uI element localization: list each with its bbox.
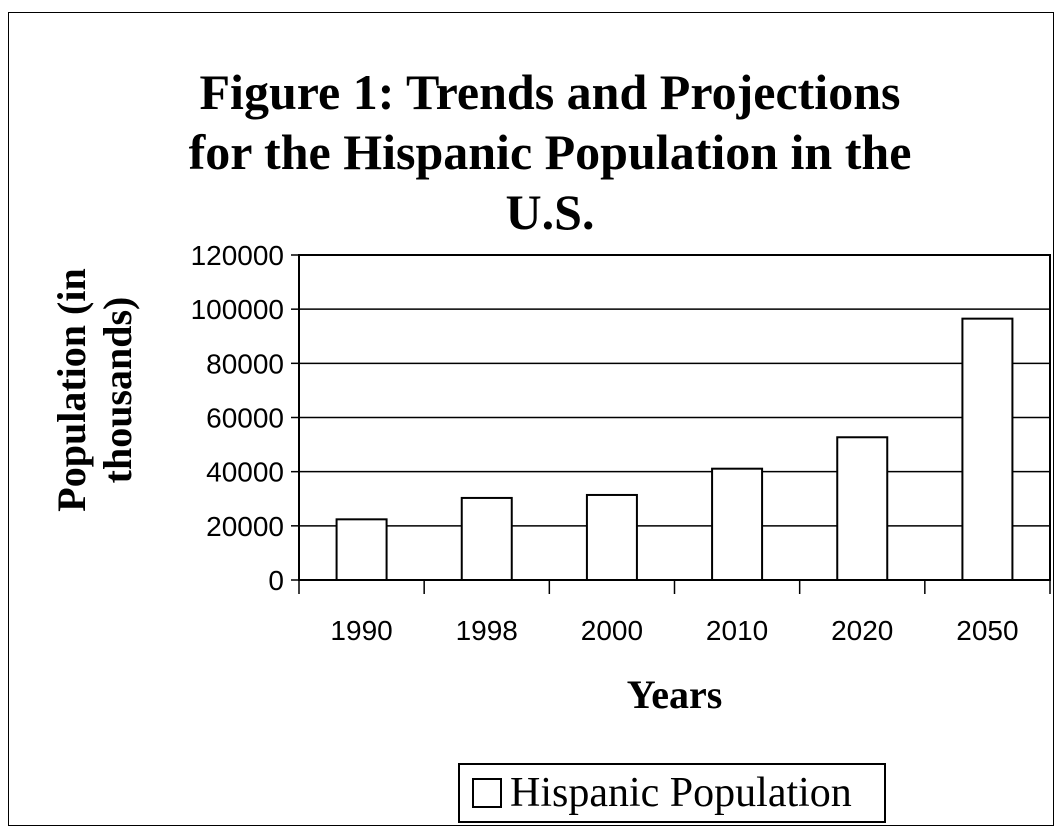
chart-title: Figure 1: Trends and Projections for the… xyxy=(0,62,1064,242)
legend-swatch xyxy=(472,778,502,808)
bar xyxy=(711,467,764,581)
y-tick-label: 40000 xyxy=(206,457,284,488)
y-tick-label: 60000 xyxy=(206,403,284,434)
chart-title-line: for the Hispanic Population in the xyxy=(188,124,912,180)
y-tick-label: 20000 xyxy=(206,511,284,542)
x-tick-label: 2020 xyxy=(831,615,893,646)
y-axis-title-line: thousands) xyxy=(95,297,140,484)
chart-title-line: U.S. xyxy=(505,184,595,240)
y-tick-label: 0 xyxy=(268,565,284,596)
x-tick-label: 1998 xyxy=(456,615,518,646)
bar xyxy=(585,493,638,582)
chart-frame xyxy=(8,12,1054,826)
x-axis-title: Years xyxy=(627,672,723,717)
x-tick-label: 1990 xyxy=(330,615,392,646)
legend-label: Hispanic Population xyxy=(510,770,852,816)
chart-title-line: Figure 1: Trends and Projections xyxy=(199,64,901,120)
x-tick-label: 2050 xyxy=(956,615,1018,646)
x-tick-label: 2000 xyxy=(581,615,643,646)
bar xyxy=(335,518,388,581)
bar xyxy=(836,436,889,582)
y-tick-label: 80000 xyxy=(206,348,284,379)
legend: Hispanic Population xyxy=(458,763,886,823)
bar xyxy=(460,496,513,581)
bar xyxy=(961,317,1014,581)
y-tick-label: 100000 xyxy=(191,294,284,325)
y-tick-label: 120000 xyxy=(191,240,284,271)
x-tick-label: 2010 xyxy=(706,615,768,646)
y-axis-title-line: Population (in xyxy=(49,268,94,511)
y-axis-title: Population (inthousands) xyxy=(49,268,140,511)
